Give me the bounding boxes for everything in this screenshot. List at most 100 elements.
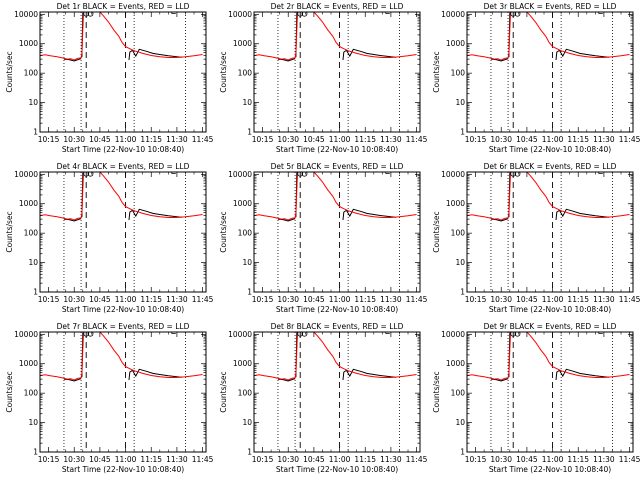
x-tick-label: 10:30 <box>277 135 299 144</box>
x-tick-label: 11:00 <box>542 135 564 144</box>
y-tick-label: 100 <box>24 229 39 238</box>
y-tick-label: 1 <box>460 448 465 457</box>
x-axis-label: Start Time (22-Nov-10 10:08:40) <box>489 305 611 314</box>
plot-frame <box>466 11 634 133</box>
y-axis-label: Counts/sec <box>219 51 228 92</box>
x-tick-label: 11:45 <box>619 295 640 304</box>
series-line-lld <box>313 12 417 58</box>
x-tick-label: 11:45 <box>619 455 640 464</box>
y-tick-label: 10000 <box>228 170 252 179</box>
event-marker-bracket <box>385 12 390 14</box>
event-marker-bracket <box>385 332 390 334</box>
reference-lines <box>277 172 400 292</box>
x-tick-label: 11:30 <box>593 295 615 304</box>
y-axis-label: Counts/sec <box>5 51 14 92</box>
x-tick-label: 10:30 <box>490 295 512 304</box>
event-marker-circle <box>301 12 308 17</box>
y-tick-label: 100 <box>238 69 253 78</box>
series-line-lld <box>40 332 85 381</box>
event-marker-bracket <box>598 12 603 14</box>
series-line-events <box>342 208 397 221</box>
y-tick-label: 10 <box>28 98 38 107</box>
series-line-events <box>128 48 183 61</box>
x-axis-label: Start Time (22-Nov-10 10:08:40) <box>489 145 611 154</box>
series-line-lld <box>467 332 512 381</box>
y-tick-label: 100 <box>451 389 466 398</box>
x-axis-label: Start Time (22-Nov-10 10:08:40) <box>62 145 184 154</box>
x-tick-label: 10:30 <box>63 455 85 464</box>
x-tick-label: 11:30 <box>380 135 402 144</box>
y-tick-label: 100 <box>24 389 39 398</box>
y-tick-label: 1 <box>33 448 38 457</box>
x-tick-label: 11:45 <box>406 295 428 304</box>
series-line-lld <box>254 172 299 221</box>
series-line-events <box>342 368 397 381</box>
y-tick-label: 10 <box>242 418 252 427</box>
y-tick-label: 100 <box>451 229 466 238</box>
series-line-lld <box>526 332 630 378</box>
y-tick-label: 1 <box>247 288 252 297</box>
reference-lines <box>277 12 400 132</box>
event-marker-circle <box>510 12 517 17</box>
event-marker-bracket <box>598 172 603 174</box>
y-tick-label: 10000 <box>441 10 465 19</box>
panel-title: Det 9r BLACK = Events, RED = LLD <box>484 322 617 331</box>
series-line-lld <box>526 12 630 58</box>
plot-frame <box>466 331 634 453</box>
y-axis-label: Counts/sec <box>432 51 441 92</box>
x-tick-label: 11:00 <box>115 135 137 144</box>
event-marker-bracket <box>171 332 176 334</box>
series-group <box>467 332 630 382</box>
panel-title: Det 8r BLACK = Events, RED = LLD <box>271 322 404 331</box>
detector-panel: Det 3r BLACK = Events, RED = LLD 1 10 100 10… <box>432 2 640 154</box>
y-tick-label: 10 <box>28 418 38 427</box>
y-tick-label: 1 <box>460 288 465 297</box>
y-axis-label: Counts/sec <box>432 211 441 252</box>
series-line-events <box>555 208 610 221</box>
x-tick-label: 11:15 <box>567 295 589 304</box>
x-tick-label: 11:45 <box>406 135 428 144</box>
y-tick-label: 1 <box>33 128 38 137</box>
y-tick-label: 1000 <box>233 39 252 48</box>
reference-lines <box>63 332 186 452</box>
x-tick-label: 11:15 <box>354 135 376 144</box>
x-tick-label: 11:30 <box>593 455 615 464</box>
x-tick-label: 10:15 <box>38 295 60 304</box>
y-tick-label: 1000 <box>446 39 465 48</box>
x-tick-label: 11:15 <box>354 295 376 304</box>
series-line-events <box>128 368 183 381</box>
x-tick-label: 11:30 <box>380 455 402 464</box>
series-line-events <box>128 208 183 221</box>
series-line-lld <box>40 172 85 221</box>
y-tick-label: 10000 <box>14 170 38 179</box>
detector-panel: Det 6r BLACK = Events, RED = LLD 1 10 100 10… <box>432 162 640 314</box>
y-tick-label: 100 <box>451 69 466 78</box>
x-axis-label: Start Time (22-Nov-10 10:08:40) <box>62 465 184 474</box>
event-marker-circle <box>301 172 308 177</box>
y-tick-label: 10000 <box>228 10 252 19</box>
series-line-lld <box>99 172 203 218</box>
reference-lines <box>63 12 186 132</box>
reference-lines <box>277 332 400 452</box>
event-marker-bracket <box>171 172 176 174</box>
y-tick-label: 10000 <box>14 10 38 19</box>
x-tick-label: 11:00 <box>329 295 351 304</box>
x-tick-label: 11:00 <box>329 455 351 464</box>
plot-frame <box>253 11 421 133</box>
x-tick-label: 11:00 <box>115 455 137 464</box>
y-tick-label: 1000 <box>233 199 252 208</box>
event-marker-circle <box>297 12 304 17</box>
panel-title: Det 3r BLACK = Events, RED = LLD <box>484 2 617 11</box>
x-axis-label: Start Time (22-Nov-10 10:08:40) <box>276 465 398 474</box>
y-tick-label: 1000 <box>19 359 38 368</box>
y-tick-label: 100 <box>238 389 253 398</box>
x-tick-label: 11:00 <box>329 135 351 144</box>
plot-frame <box>253 171 421 293</box>
reference-lines <box>490 332 613 452</box>
x-tick-label: 10:15 <box>38 455 60 464</box>
x-tick-label: 10:15 <box>252 295 274 304</box>
y-tick-label: 10000 <box>441 330 465 339</box>
panel-title: Det 4r BLACK = Events, RED = LLD <box>57 162 190 171</box>
series-line-lld <box>313 332 417 378</box>
detector-panel: Det 9r BLACK = Events, RED = LLD 1 10 100 10… <box>432 322 640 474</box>
